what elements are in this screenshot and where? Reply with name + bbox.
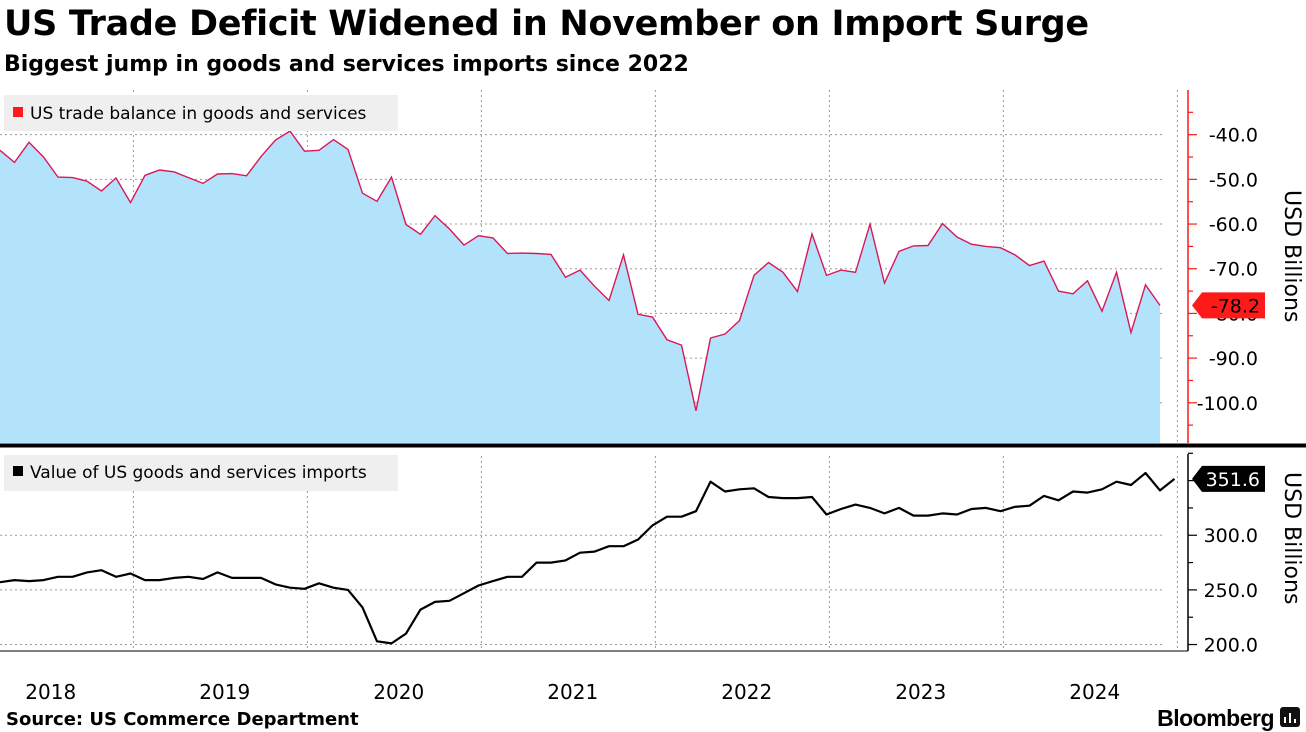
x-tick-label-2022: 2022 bbox=[721, 680, 772, 704]
top-y-tick-label: -70.0 bbox=[1209, 259, 1258, 281]
x-tick-label-2021: 2021 bbox=[547, 680, 598, 704]
chart-title: US Trade Deficit Widened in November on … bbox=[4, 4, 1089, 44]
trade-balance-last-value: -78.2 bbox=[1211, 295, 1260, 317]
bottom-y-tick-label: 300.0 bbox=[1204, 525, 1258, 547]
bottom-y-tick-label: 200.0 bbox=[1204, 635, 1258, 657]
x-tick-label-2024: 2024 bbox=[1069, 680, 1120, 704]
top-y-tick-label: -50.0 bbox=[1209, 169, 1258, 191]
trade-balance-line bbox=[0, 130, 1161, 411]
top-y-tick-label: -40.0 bbox=[1209, 125, 1258, 147]
x-tick-label-2020: 2020 bbox=[373, 680, 424, 704]
top-y-tick-label: -100.0 bbox=[1197, 393, 1258, 415]
imports-last-value-flag: 351.6 bbox=[1192, 465, 1265, 492]
imports-line bbox=[0, 471, 1176, 645]
legend-label: Value of US goods and services imports bbox=[30, 463, 367, 483]
bloomberg-logo: Bloomberg bbox=[1157, 705, 1274, 731]
imports-last-value: 351.6 bbox=[1206, 469, 1260, 491]
legend-swatch bbox=[13, 107, 23, 117]
bottom-y-tick-label: 250.0 bbox=[1204, 580, 1258, 602]
legend-swatch bbox=[13, 466, 23, 476]
trade-balance-series bbox=[0, 130, 1161, 443]
top-y-axis-title: USD Billions bbox=[1279, 190, 1304, 322]
imports-legend: Value of US goods and services imports bbox=[4, 455, 398, 491]
x-tick-label-2018: 2018 bbox=[25, 680, 76, 704]
trade-balance-last-value-flag: -78.2 bbox=[1192, 292, 1265, 319]
trade-balance-legend: US trade balance in goods and services bbox=[4, 95, 398, 131]
imports-series bbox=[0, 471, 1176, 645]
legend-background bbox=[4, 455, 398, 491]
legend-background bbox=[4, 95, 398, 131]
source-note: Source: US Commerce Department bbox=[6, 709, 359, 730]
trade-balance-area bbox=[0, 131, 1160, 443]
legend-label: US trade balance in goods and services bbox=[30, 104, 367, 124]
x-tick-label-2023: 2023 bbox=[895, 680, 946, 704]
y-axes: -40.0-50.0-60.0-70.0-80.0-90.0-100.0200.… bbox=[1187, 90, 1304, 657]
top-y-tick-label: -60.0 bbox=[1209, 214, 1258, 236]
trade-balance-flag-shape bbox=[1192, 292, 1265, 319]
imports-flag-shape bbox=[1192, 465, 1265, 492]
top-y-tick-label: -90.0 bbox=[1209, 348, 1258, 370]
chart-subtitle: Biggest jump in goods and services impor… bbox=[4, 52, 689, 77]
bottom-y-axis-title: USD Billions bbox=[1279, 472, 1304, 604]
x-axis-labels: 2018 2019 2020 2021 2022 2023 2024 bbox=[25, 680, 1120, 704]
panel-divider bbox=[0, 443, 1306, 448]
x-tick-label-2019: 2019 bbox=[199, 680, 250, 704]
bloomberg-chart-icon bbox=[1280, 707, 1300, 727]
